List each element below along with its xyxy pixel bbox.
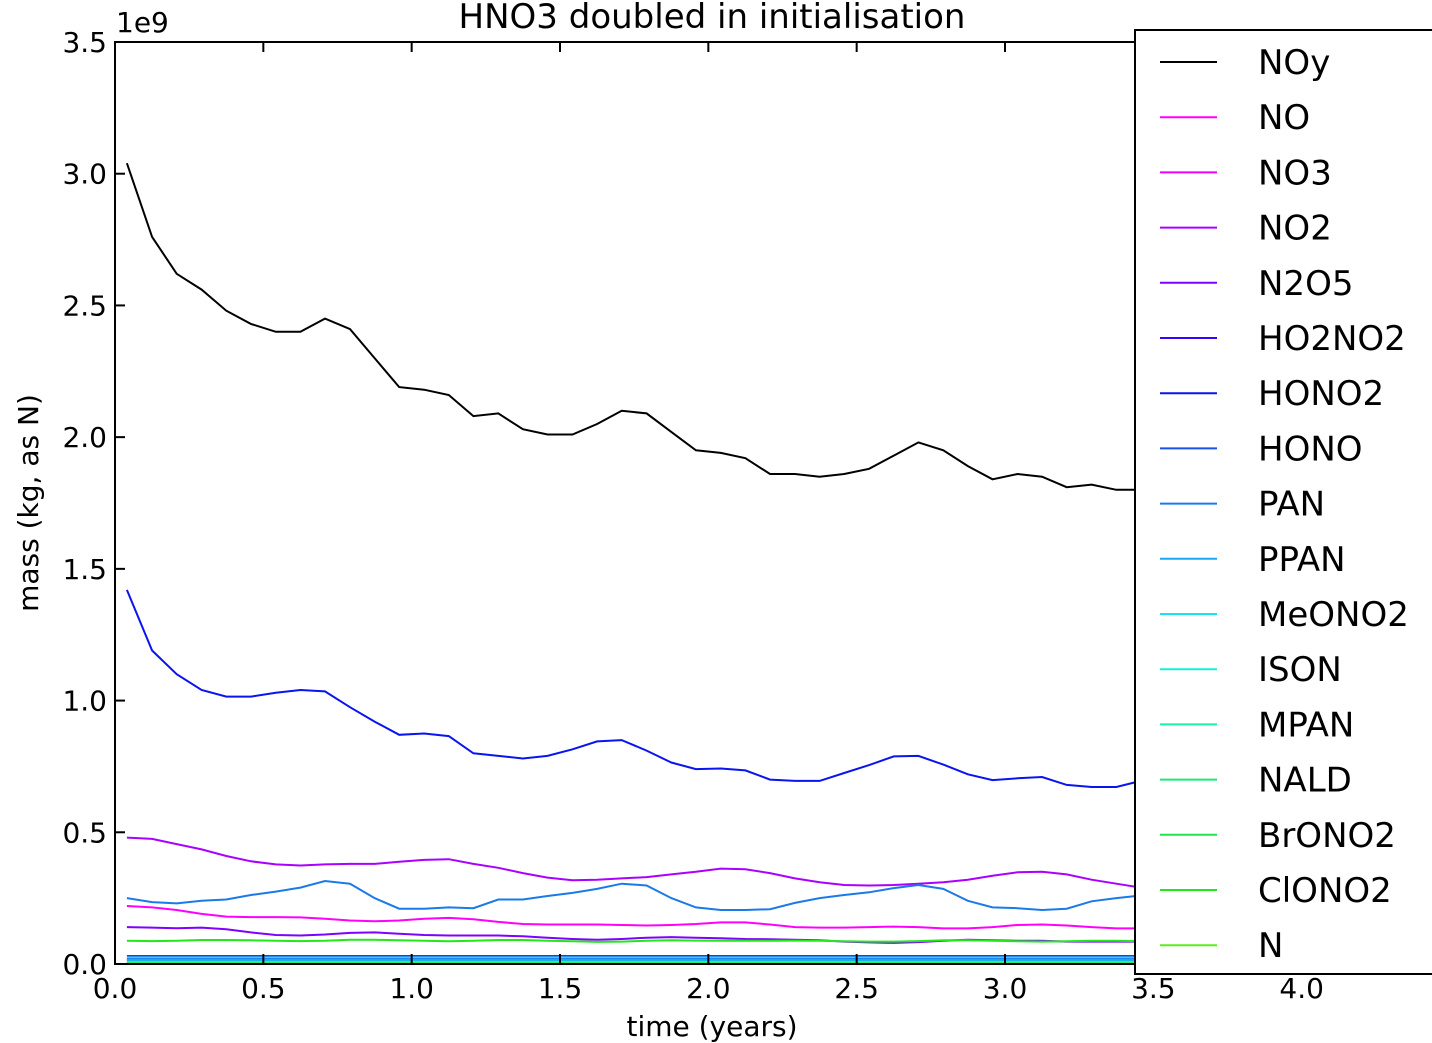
legend-label: MeONO2 — [1258, 595, 1409, 635]
legend-label: N — [1258, 926, 1283, 966]
plot-frame — [114, 41, 1432, 965]
y-tick-label: 1.0 — [62, 685, 107, 718]
legend: NOy NO NO3 NO2 N2O5 HO2NO2 HONO2 HONO PAN PPAN MeO… — [1134, 29, 1432, 975]
legend-label: BrONO2 — [1258, 816, 1396, 856]
legend-label: HO2NO2 — [1258, 319, 1406, 359]
series-line-no — [126, 905, 1141, 930]
x-tick-label: 2.5 — [834, 972, 879, 1005]
y-tick-label: 2.5 — [62, 289, 107, 322]
legend-label: NALD — [1258, 761, 1352, 801]
legend-label: NO2 — [1258, 209, 1332, 249]
series-line-no2 — [126, 836, 1142, 889]
x-tick-label: 4.0 — [1279, 972, 1324, 1005]
legend-label: ISON — [1258, 650, 1342, 690]
x-tick-label: 3.5 — [1131, 972, 1176, 1005]
legend-label: NO — [1258, 98, 1310, 138]
x-tick-label: 0.5 — [241, 972, 286, 1005]
x-tick-label: 1.5 — [538, 972, 583, 1005]
y-tick-label: 2.0 — [62, 421, 107, 454]
y-axis-label: mass (kg, as N) — [12, 394, 45, 612]
series-lines — [125, 162, 1142, 964]
legend-label: HONO2 — [1258, 374, 1384, 414]
axis-ticks: 0.0 0.5 1.0 1.5 2.0 2.5 3.0 3.5 4.0 0.0 0.5 1.0 1.5 2… — [62, 26, 1323, 1005]
legend-label: NOy — [1258, 43, 1330, 83]
series-line-clono2 — [126, 938, 1141, 943]
y-tick-label: 0.0 — [62, 948, 107, 981]
chart-title: HNO3 doubled in initialisation — [459, 0, 966, 37]
y-tick-label: 0.5 — [62, 816, 107, 849]
y-tick-label: 3.5 — [62, 26, 107, 59]
legend-label: PPAN — [1258, 540, 1346, 580]
legend-label: PAN — [1258, 485, 1325, 525]
x-tick-label: 1.0 — [389, 972, 434, 1005]
legend-label: MPAN — [1258, 705, 1354, 745]
series-line-pan — [126, 879, 1142, 912]
x-tick-label: 2.0 — [686, 972, 731, 1005]
y-axis-multiplier: 1e9 — [116, 6, 169, 39]
legend-label: HONO — [1258, 429, 1363, 469]
x-tick-label: 0.0 — [93, 972, 138, 1005]
x-tick-label: 3.0 — [983, 972, 1028, 1005]
series-line-noy — [125, 162, 1141, 491]
x-axis-label: time (years) — [626, 1010, 797, 1043]
legend-label: N2O5 — [1258, 264, 1353, 304]
y-tick-label: 3.0 — [62, 158, 107, 191]
series-line-hono2 — [125, 589, 1142, 788]
legend-box — [1134, 29, 1432, 975]
legend-label: ClONO2 — [1258, 871, 1392, 911]
legend-label: NO3 — [1258, 153, 1332, 193]
y-tick-label: 1.5 — [62, 553, 107, 586]
